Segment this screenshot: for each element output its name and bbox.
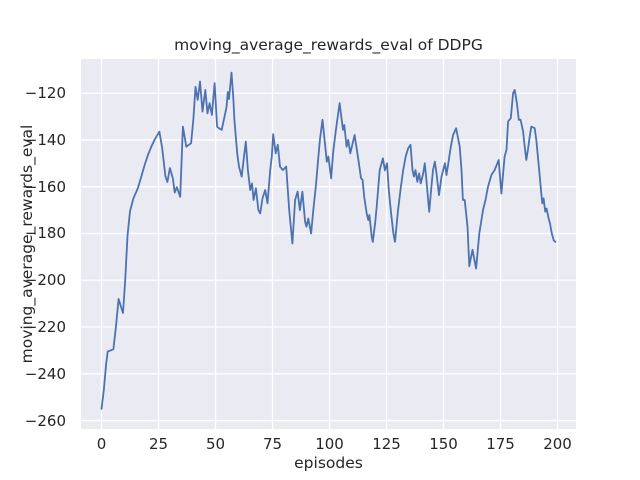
line-series <box>100 71 557 410</box>
y-tick-label: −240 <box>24 364 66 383</box>
y-tick-label: −140 <box>24 130 66 149</box>
y-tick-label: −180 <box>24 224 66 243</box>
plot-background <box>81 59 576 429</box>
x-axis-label: episodes <box>294 454 363 472</box>
x-tick-label: 125 <box>372 435 401 453</box>
x-tick-label: 150 <box>429 435 458 453</box>
plot-area <box>81 59 576 429</box>
x-tick-label: 0 <box>96 435 107 453</box>
gridlines <box>81 59 576 429</box>
x-tick-label: 200 <box>543 435 572 453</box>
y-tick-label: −160 <box>24 177 66 196</box>
y-tick-label: −200 <box>24 271 66 290</box>
y-tick-label: −260 <box>24 411 66 430</box>
x-tick-label: 175 <box>486 435 515 453</box>
chart-title: moving_average_rewards_eval of DDPG <box>174 36 483 54</box>
y-tick-label: −220 <box>24 318 66 337</box>
x-tick-label: 25 <box>148 435 169 453</box>
x-tick-label: 75 <box>262 435 283 453</box>
y-tick-label: −120 <box>24 84 66 103</box>
x-tick-label: 100 <box>315 435 344 453</box>
x-tick-label: 50 <box>205 435 226 453</box>
